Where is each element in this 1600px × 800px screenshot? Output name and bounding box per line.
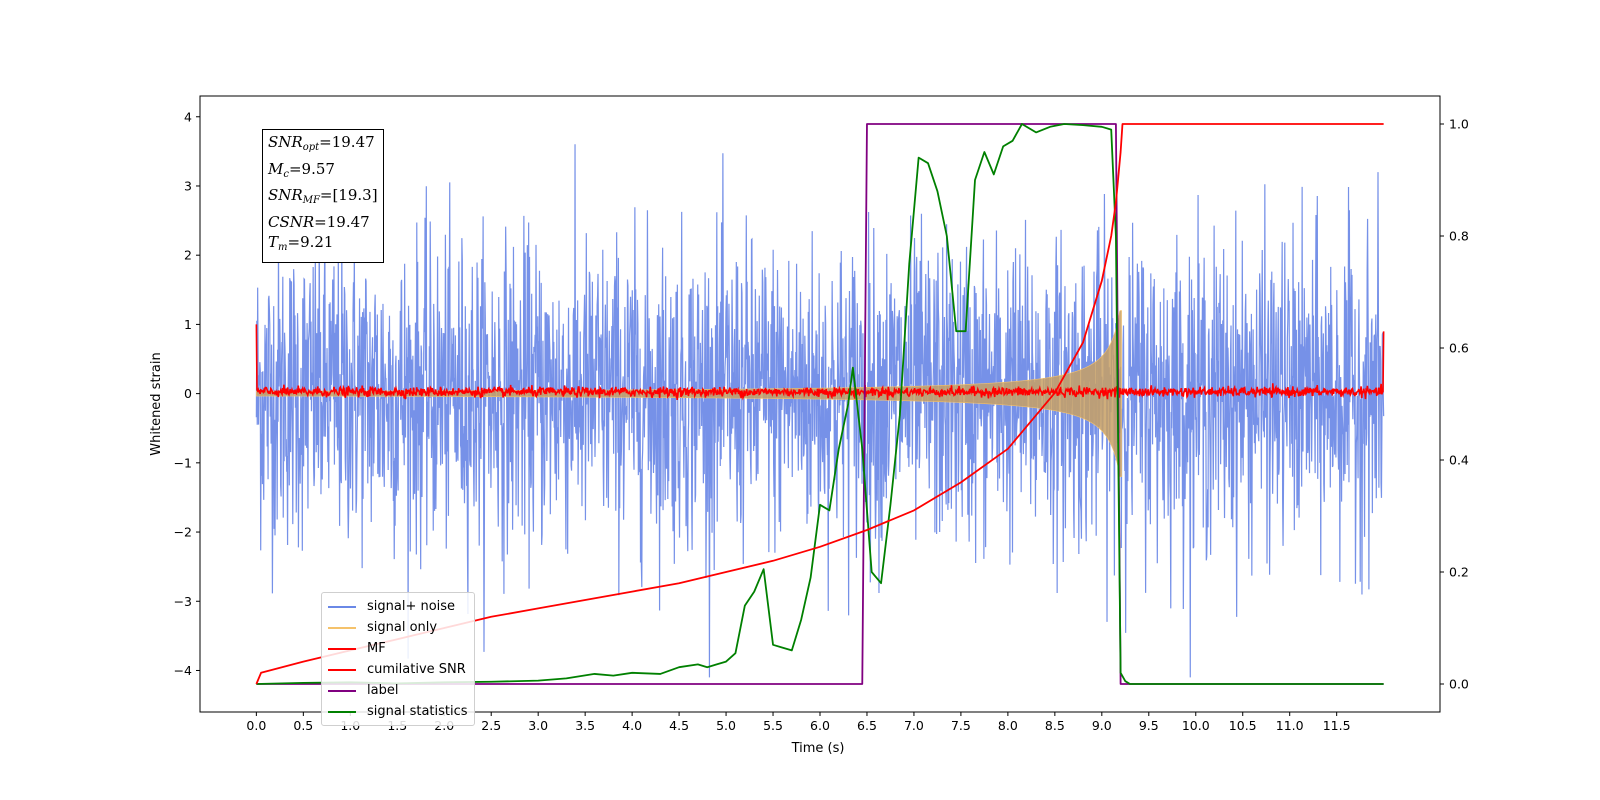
x-tick-label: 10.0	[1182, 718, 1210, 733]
series-signal-noise	[255, 144, 1385, 678]
x-tick-label: 11.0	[1276, 718, 1304, 733]
mc-value: =9.57	[288, 159, 335, 178]
y-left-tick-label: 1	[184, 317, 192, 332]
y-left-tick-label: −3	[174, 594, 192, 609]
y-left-tick-label: 0	[184, 386, 192, 401]
x-tick-label: 8.0	[998, 718, 1018, 733]
annotation-box: SNRopt=19.47 Mc=9.57 SNRMF=[19.3] CSNR=1…	[262, 129, 384, 263]
snr-opt-line: SNRopt=19.47	[268, 133, 375, 153]
x-tick-label: 6.5	[857, 718, 877, 733]
legend-label: label	[367, 683, 399, 698]
x-tick-label: 11.5	[1323, 718, 1351, 733]
y-right-tick-label: 0.2	[1449, 565, 1469, 580]
y-left-tick-label: −2	[174, 525, 192, 540]
x-tick-label: 7.0	[904, 718, 924, 733]
legend: signal+ noise signal only MF cumilative …	[321, 592, 475, 726]
legend-item-cumulative-snr: cumilative SNR	[328, 659, 468, 680]
y-left-tick-label: 2	[184, 248, 192, 263]
legend-label: signal+ noise	[367, 599, 456, 614]
snr-mf-value: =[19.3]	[319, 186, 378, 205]
x-tick-label: 10.5	[1229, 718, 1257, 733]
legend-label: signal only	[367, 620, 438, 635]
legend-item-signal-statistics: signal statistics	[328, 701, 468, 722]
series-mf	[255, 324, 1385, 401]
x-tick-label: 7.5	[951, 718, 971, 733]
legend-label: MF	[367, 641, 386, 656]
x-tick-label: 0.5	[293, 718, 313, 733]
legend-label: cumilative SNR	[367, 662, 466, 677]
x-tick-label: 4.5	[669, 718, 689, 733]
legend-swatch	[328, 647, 356, 650]
y-right-tick-label: 0.4	[1449, 453, 1469, 468]
y-right-tick-label: 0.6	[1449, 341, 1469, 356]
legend-swatch	[328, 689, 356, 692]
legend-label: signal statistics	[367, 704, 468, 719]
csnr-line: CSNR=19.47	[268, 212, 370, 231]
y-right-tick-label: 1.0	[1449, 117, 1469, 132]
legend-swatch	[328, 626, 356, 629]
y-axis-label: Whitened strain	[149, 352, 164, 455]
x-tick-label: 0.0	[246, 718, 266, 733]
axis-ticks: 0.00.51.01.52.02.53.03.54.04.55.05.56.06…	[174, 109, 1469, 733]
tm-line: Tm=9.21	[268, 233, 334, 254]
snr-opt-value: =19.47	[319, 133, 375, 151]
x-tick-label: 3.0	[528, 718, 548, 733]
x-tick-label: 9.0	[1092, 718, 1112, 733]
tm-value: =9.21	[287, 233, 334, 252]
y-left-tick-label: 3	[184, 178, 192, 193]
y-right-tick-label: 0.8	[1449, 229, 1469, 244]
csnr-value: =19.47	[314, 212, 370, 231]
x-tick-label: 5.5	[763, 718, 783, 733]
x-tick-label: 5.0	[716, 718, 736, 733]
legend-swatch	[328, 605, 356, 608]
x-axis-label: Time (s)	[791, 741, 845, 756]
x-tick-label: 4.0	[622, 718, 642, 733]
legend-item-signal-only: signal only	[328, 617, 468, 638]
x-tick-label: 3.5	[575, 718, 595, 733]
x-tick-label: 8.5	[1045, 718, 1065, 733]
legend-item-mf: MF	[328, 638, 468, 659]
y-left-tick-label: 4	[184, 109, 192, 124]
series-signal-statistics	[256, 123, 1384, 685]
x-tick-label: 2.5	[481, 718, 501, 733]
mc-line: Mc=9.57	[268, 159, 335, 180]
snr-mf-line: SNRMF=[19.3]	[268, 186, 378, 207]
legend-item-signal-noise: signal+ noise	[328, 596, 468, 617]
y-right-tick-label: 0.0	[1449, 677, 1469, 692]
x-tick-label: 6.0	[810, 718, 830, 733]
legend-swatch	[328, 710, 356, 713]
x-tick-label: 9.5	[1139, 718, 1159, 733]
legend-item-label: label	[328, 680, 468, 701]
y-left-tick-label: −4	[174, 663, 192, 678]
legend-swatch	[328, 668, 356, 671]
y-left-tick-label: −1	[174, 455, 192, 470]
